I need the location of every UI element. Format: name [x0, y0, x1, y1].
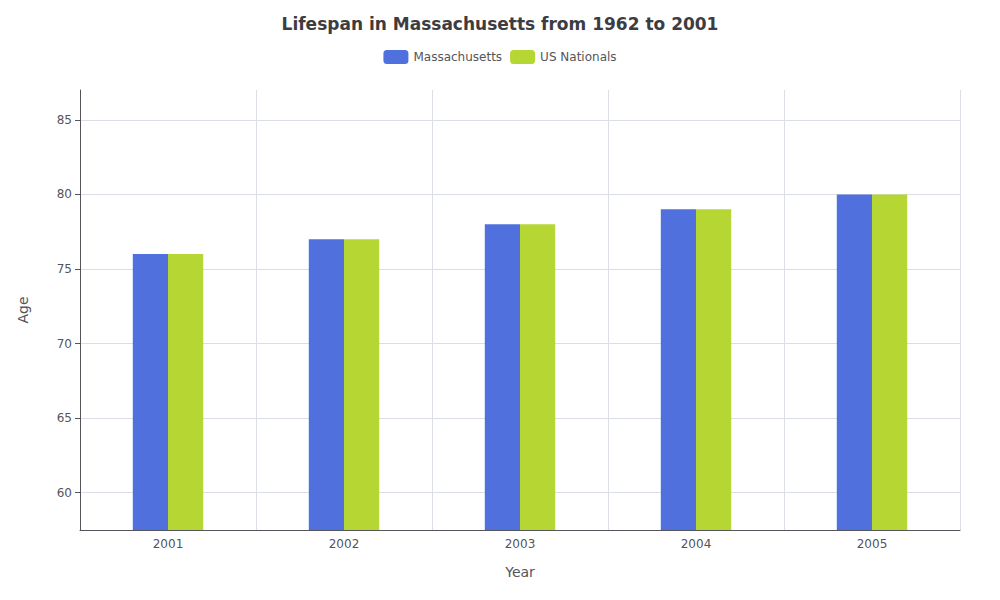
- svg-text:80: 80: [57, 187, 72, 201]
- svg-text:2002: 2002: [329, 537, 360, 551]
- svg-text:Year: Year: [504, 564, 535, 580]
- svg-text:65: 65: [57, 411, 72, 425]
- svg-text:60: 60: [57, 486, 72, 500]
- svg-text:Massachusetts: Massachusetts: [413, 50, 502, 64]
- svg-text:70: 70: [57, 337, 72, 351]
- svg-text:2005: 2005: [857, 537, 888, 551]
- svg-text:US Nationals: US Nationals: [540, 50, 616, 64]
- svg-text:Age: Age: [15, 296, 31, 323]
- svg-text:Lifespan in Massachusetts from: Lifespan in Massachusetts from 1962 to 2…: [282, 14, 719, 34]
- svg-text:2004: 2004: [681, 537, 712, 551]
- svg-text:85: 85: [57, 113, 72, 127]
- svg-text:2003: 2003: [505, 537, 536, 551]
- svg-text:75: 75: [57, 262, 72, 276]
- svg-text:2001: 2001: [153, 537, 184, 551]
